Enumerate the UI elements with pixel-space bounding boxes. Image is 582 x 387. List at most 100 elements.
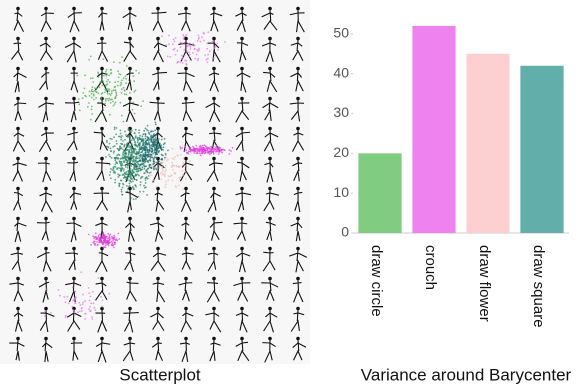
scatter-dot [181, 62, 184, 64]
scatter-dot [73, 311, 76, 314]
pose-figure [233, 279, 251, 302]
pose-head [268, 276, 272, 281]
scatter-dot [102, 241, 105, 244]
scatter-dot [130, 177, 132, 180]
pose-head [156, 96, 160, 101]
scatter-dot [100, 80, 102, 83]
pose-head [184, 306, 188, 311]
scatter-dot [179, 165, 181, 168]
scatter-dot [88, 95, 91, 97]
scatter-dot [199, 40, 202, 43]
scatter-dot [114, 178, 117, 181]
scatter-dot [89, 118, 92, 121]
scatter-dot [172, 169, 174, 171]
scatter-dot [119, 169, 122, 172]
scatter-dot [119, 132, 122, 135]
scatter-dot [145, 169, 148, 172]
scatter-dot [104, 235, 107, 238]
scatter-dot [187, 42, 190, 45]
scatter-dot [75, 296, 77, 299]
scatter-dot [161, 158, 164, 161]
scatter-dot [189, 48, 192, 50]
scatter-dot [183, 43, 186, 46]
scatter-dot [134, 157, 137, 160]
scatter-dot [179, 46, 182, 49]
scatter-dot [92, 93, 95, 96]
scatter-dot [139, 190, 141, 193]
scatter-dot [146, 194, 149, 196]
pose-head [16, 216, 20, 221]
scatter-dot [126, 190, 129, 193]
pose-figure [39, 69, 50, 91]
scatter-dot [217, 48, 219, 51]
pose-figure [126, 279, 139, 302]
scatter-dot [144, 127, 147, 130]
pose-figure [124, 249, 136, 273]
scatter-dot [133, 155, 136, 158]
scatter-dot [122, 153, 124, 155]
pose-figure [123, 309, 139, 333]
scatter-dot [192, 43, 195, 45]
scatter-dot [115, 142, 118, 145]
scatter-dot [165, 44, 168, 46]
scatter-dot [108, 163, 111, 166]
scatter-dot [125, 171, 128, 174]
pose-figure [122, 99, 139, 122]
pose-figure [67, 9, 82, 33]
scatter-dot [127, 144, 130, 147]
pose-figure [65, 249, 79, 271]
pose-figure [178, 279, 193, 302]
pose-figure [123, 39, 137, 62]
scatter-dot [149, 149, 152, 152]
scatter-dot [228, 149, 231, 151]
scatter-dot [89, 295, 92, 298]
scatter-dot [104, 84, 107, 87]
scatter-dot [210, 146, 212, 148]
pose-figure [38, 99, 55, 123]
scatter-dot [161, 166, 164, 168]
scatter-dot [152, 139, 155, 142]
scatter-dot [197, 148, 200, 151]
scatter-dot [186, 50, 188, 53]
pose-head [296, 6, 300, 11]
scatter-dot [201, 152, 203, 155]
scatter-dot [109, 68, 112, 71]
scatter-dot [129, 170, 132, 173]
scatter-dot [203, 32, 206, 35]
pose-head [296, 36, 300, 41]
pose-head [100, 216, 104, 221]
pose-figure [13, 189, 24, 211]
scatter-dot [157, 151, 160, 154]
pose-head [128, 216, 132, 221]
scatter-dot [127, 160, 130, 162]
scatter-dot [167, 175, 170, 178]
scatter-dot [167, 149, 169, 152]
scatter-dot [150, 166, 152, 169]
scatter-dot [132, 158, 135, 161]
pose-head [16, 156, 20, 161]
pose-head [44, 156, 48, 161]
scatter-dot [197, 50, 200, 53]
scatter-dot [90, 90, 93, 93]
scatter-dot [91, 86, 94, 89]
scatter-dot [79, 304, 82, 306]
scatter-dot [150, 140, 153, 143]
scatter-dot [151, 155, 153, 158]
pose-head [100, 336, 104, 341]
scatter-dot [138, 136, 141, 139]
scatter-dot [177, 184, 180, 187]
bar [412, 25, 456, 234]
bar [358, 153, 402, 233]
scatter-dot [144, 148, 147, 151]
scatter-dot [211, 147, 214, 150]
pose-head [156, 66, 160, 71]
pose-head [240, 186, 244, 191]
pose-head [100, 126, 104, 131]
scatter-dot [83, 87, 86, 90]
scatter-dot [104, 70, 107, 73]
scatter-dot [100, 296, 102, 298]
pose-head [268, 306, 272, 311]
scatter-dot [139, 159, 142, 162]
pose-figure [9, 279, 25, 302]
scatter-dot [139, 184, 142, 186]
